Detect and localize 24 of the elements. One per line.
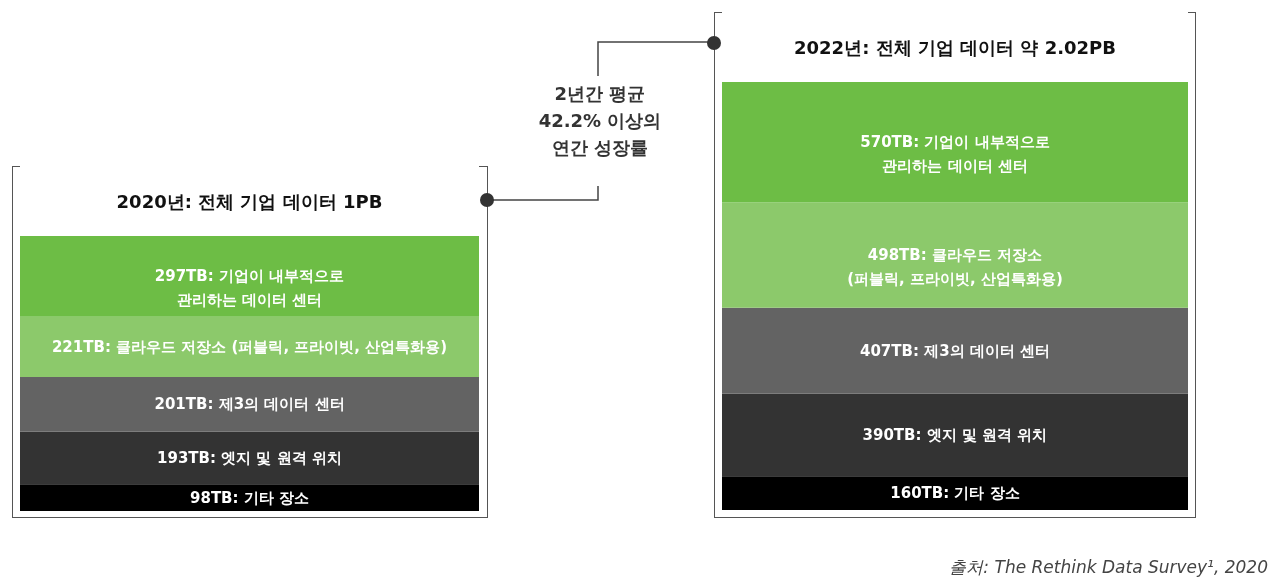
bar	[722, 307, 1188, 394]
bar	[722, 82, 1188, 203]
data-label: 201TB: 제3의 데이터 센터	[154, 395, 345, 414]
bar	[20, 236, 479, 317]
bar	[20, 316, 479, 378]
data-label: 570TB: 기업이 내부적으로 관리하는 데이터 센터	[860, 133, 1050, 176]
source-note: 출처: The Rethink Data Survey¹, 2020	[949, 556, 1268, 579]
data-label: 193TB: 엣지 및 원격 위치	[157, 449, 342, 468]
data-label: 297TB: 기업이 내부적으로 관리하는 데이터 센터	[154, 267, 345, 310]
chart-title: 2022년: 전체 기업 데이터 약 2.02PB	[794, 37, 1116, 58]
bar	[722, 393, 1188, 477]
data-label: 498TB: 클라우드 저장소 (퍼블릭, 프라이빗, 산업특화용)	[847, 246, 1063, 289]
text: 2년간 평균 42.2% 이상의 연간 성장률	[537, 82, 663, 160]
bar	[722, 202, 1188, 308]
bar	[20, 377, 479, 432]
chart-title: 2020년: 전체 기업 데이터 1PB	[116, 191, 383, 212]
bar	[20, 431, 479, 485]
bar	[20, 484, 479, 511]
data-label: 407TB: 제3의 데이터 센터	[859, 341, 1051, 360]
data-label: 390TB: 엣지 및 원격 위치	[862, 425, 1048, 444]
data-label: 160TB: 기타 장소	[890, 484, 1020, 503]
data-label: 221TB: 클라우드 저장소 (퍼블릭, 프라이빗, 산업특화용)	[51, 337, 448, 356]
bar	[722, 476, 1188, 510]
data-label: 98TB: 기타 장소	[190, 488, 309, 507]
